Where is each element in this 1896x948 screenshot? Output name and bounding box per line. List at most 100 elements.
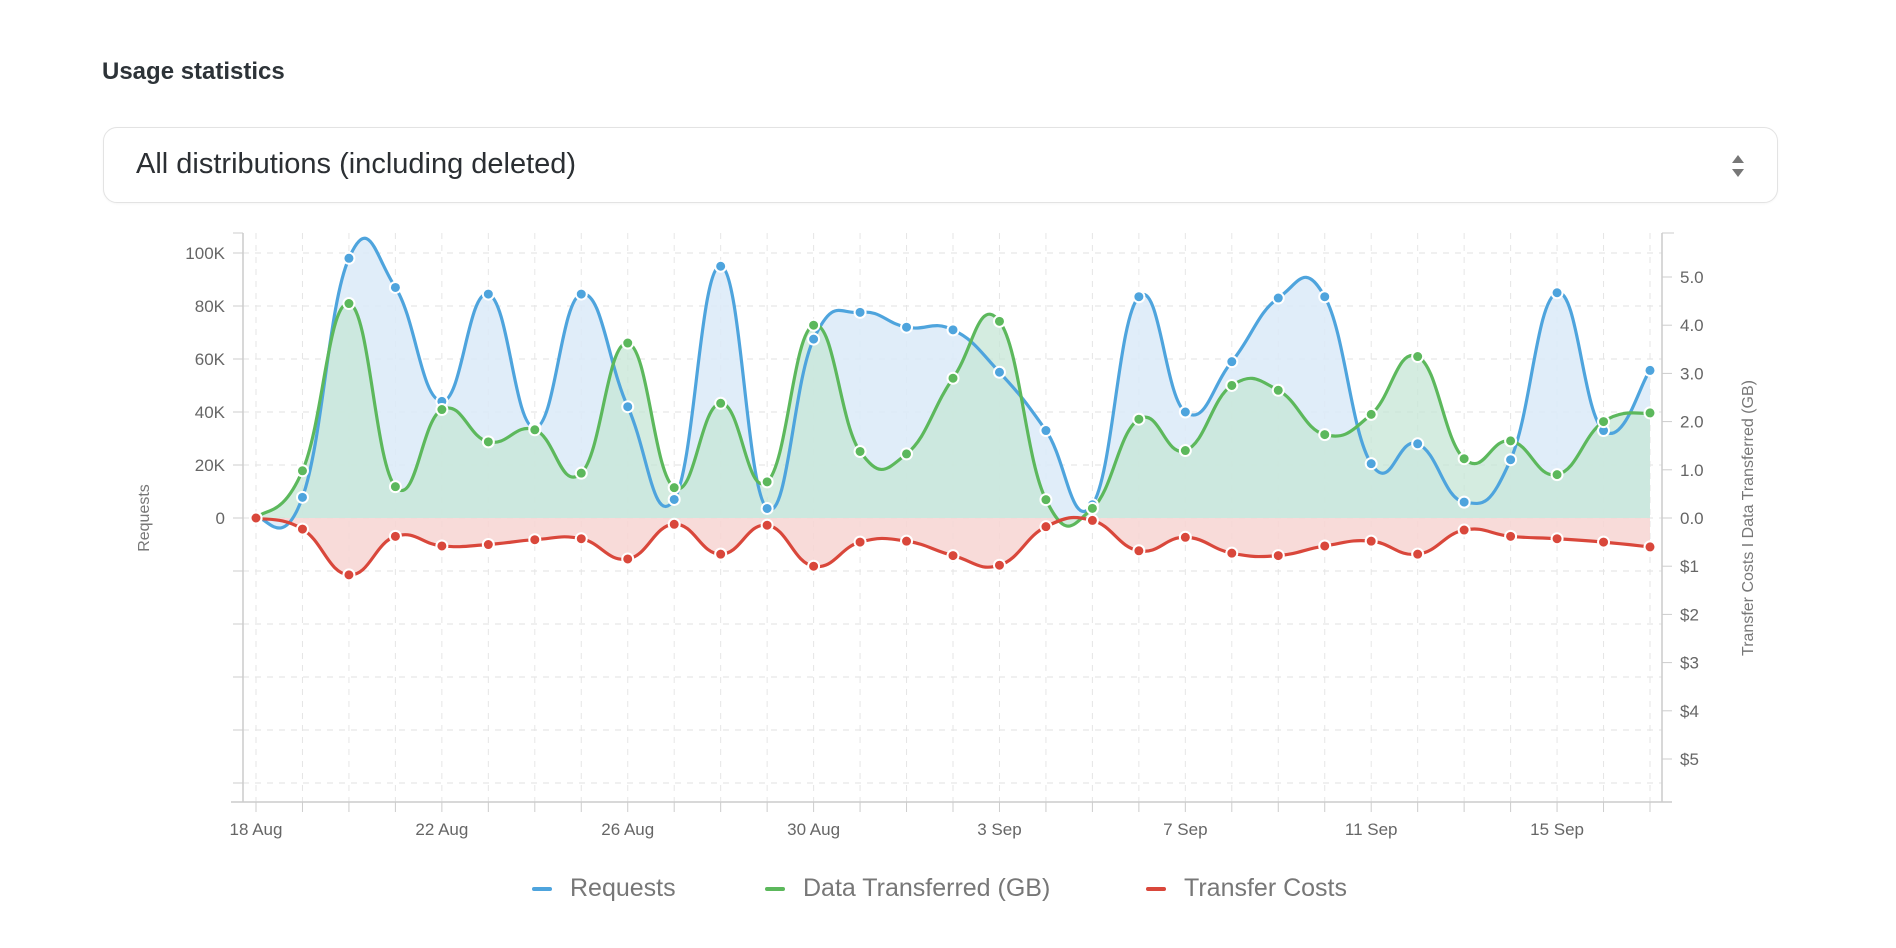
x-tick-label: 15 Sep [1530, 820, 1584, 839]
point-requests [388, 280, 402, 294]
x-tick-label: 11 Sep [1345, 820, 1398, 839]
point-transfer-costs [714, 547, 728, 561]
point-requests [1271, 291, 1285, 305]
point-data-transferred [714, 396, 728, 410]
point-data-transferred [1318, 428, 1332, 442]
y-left-tick-label: 40K [195, 403, 226, 422]
point-transfer-costs [667, 517, 681, 531]
x-tick-label: 26 Aug [601, 820, 654, 839]
y-right-tick-label: 0.0 [1680, 509, 1704, 528]
point-requests [1039, 424, 1053, 438]
point-data-transferred [667, 481, 681, 495]
legend-item-requests[interactable]: Requests [532, 874, 676, 903]
point-requests [1550, 286, 1564, 300]
point-data-transferred [1039, 493, 1053, 507]
y-right-tick-label: $3 [1680, 654, 1699, 673]
point-requests [1132, 290, 1146, 304]
y-right-axis-title: Transfer Costs I Data Transferred (GB) [1740, 380, 1757, 656]
point-requests [946, 323, 960, 337]
point-transfer-costs [1364, 534, 1378, 548]
point-data-transferred [1225, 378, 1239, 392]
point-transfer-costs [435, 539, 449, 553]
point-requests [342, 251, 356, 265]
point-transfer-costs [1271, 549, 1285, 563]
y-left-tick-label: 60K [195, 350, 226, 369]
y-left-tick-label: 100K [185, 244, 225, 263]
usage-chart: 100K 80K 60K 40K 20K 0 18 Aug 22 Aug 26 Aug 30 Au… [136, 232, 1757, 839]
y-left-axis-title: Requests [136, 484, 153, 552]
point-data-transferred [1411, 350, 1425, 364]
point-data-transferred [1178, 444, 1192, 458]
point-transfer-costs [1597, 535, 1611, 549]
point-transfer-costs [342, 568, 356, 582]
point-transfer-costs [1225, 546, 1239, 560]
point-transfer-costs [1039, 520, 1053, 534]
y-right-tick-label: $4 [1680, 702, 1699, 721]
legend-item-transfer-costs[interactable]: Transfer Costs [1146, 874, 1347, 903]
legend-label: Transfer Costs [1184, 874, 1348, 902]
point-transfer-costs [621, 552, 635, 566]
legend-label: Data Transferred (GB) [803, 874, 1051, 902]
x-tick-label: 18 Aug [230, 820, 283, 839]
point-requests [574, 287, 588, 301]
point-data-transferred [853, 444, 867, 458]
point-requests [900, 320, 914, 334]
y-left-tick-label: 80K [195, 297, 226, 316]
point-requests [760, 501, 774, 515]
point-data-transferred [342, 297, 356, 311]
point-requests [992, 365, 1006, 379]
line-data-transferred [254, 301, 1651, 528]
point-data-transferred [946, 371, 960, 385]
page-title: Usage statistics [102, 58, 285, 85]
point-requests [481, 287, 495, 301]
point-transfer-costs [388, 529, 402, 543]
point-requests [807, 332, 821, 346]
y-right-tick-label: $1 [1680, 557, 1699, 576]
point-data-transferred [528, 423, 542, 437]
point-requests [1504, 453, 1518, 467]
x-tick-label: 7 Sep [1163, 820, 1207, 839]
point-data-transferred [1085, 501, 1099, 515]
point-transfer-costs [295, 522, 309, 536]
point-data-transferred [388, 480, 402, 494]
point-transfer-costs [1457, 523, 1471, 537]
point-requests [295, 490, 309, 504]
point-data-transferred [295, 464, 309, 478]
area-transfer-costs [256, 517, 1650, 575]
point-data-transferred [1504, 434, 1518, 448]
y-right-tick-label: 5.0 [1680, 268, 1704, 287]
point-data-transferred [1364, 407, 1378, 421]
legend-swatch [1146, 886, 1166, 891]
distribution-select[interactable]: All distributions (including deleted) [103, 127, 1778, 203]
y-right-tick-label: 1.0 [1680, 461, 1704, 480]
y-right-tick-label: 4.0 [1680, 316, 1704, 335]
point-transfer-costs [946, 549, 960, 563]
point-transfer-costs [1178, 530, 1192, 544]
point-requests [667, 492, 681, 506]
point-requests [1457, 495, 1471, 509]
point-data-transferred [1132, 412, 1146, 426]
point-data-transferred [760, 475, 774, 489]
legend-item-data-transferred[interactable]: Data Transferred (GB) [765, 874, 1050, 903]
point-transfer-costs [992, 558, 1006, 572]
chart-legend: Requests Data Transferred (GB) Transfer … [0, 874, 1896, 914]
point-transfer-costs [900, 534, 914, 548]
point-requests [714, 259, 728, 273]
point-transfer-costs [1643, 540, 1657, 554]
y-right-tick-label: 3.0 [1680, 364, 1704, 383]
point-transfer-costs [1411, 547, 1425, 561]
point-data-transferred [435, 403, 449, 417]
point-requests [621, 400, 635, 414]
legend-label: Requests [570, 874, 676, 902]
point-data-transferred [807, 318, 821, 332]
x-tick-label: 3 Sep [977, 820, 1021, 839]
legend-swatch [532, 886, 552, 891]
x-tick-label: 30 Aug [787, 820, 840, 839]
area-data-transferred [256, 303, 1650, 527]
legend-swatch [765, 886, 785, 891]
point-data-transferred [1597, 415, 1611, 429]
point-transfer-costs [1132, 544, 1146, 558]
point-requests [1411, 437, 1425, 451]
distribution-select-value: All distributions (including deleted) [136, 148, 577, 180]
y-right-tick-label: $2 [1680, 605, 1699, 624]
